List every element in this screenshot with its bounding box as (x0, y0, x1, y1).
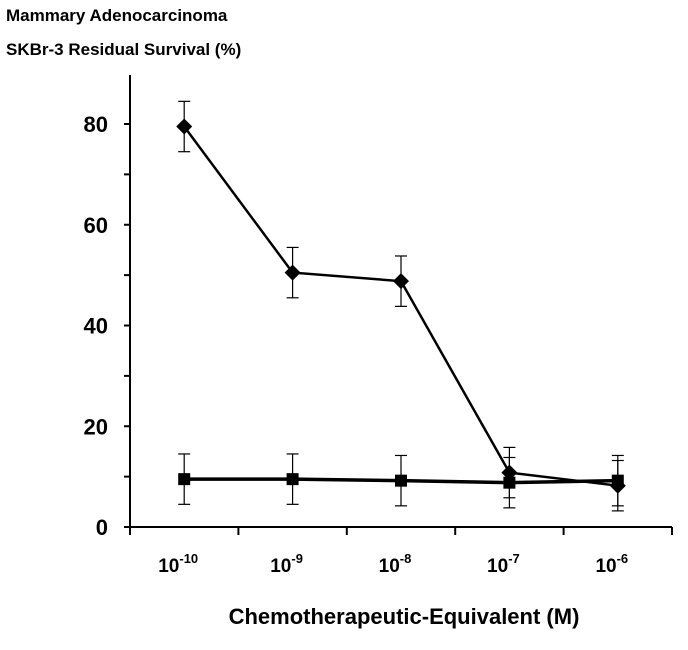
y-axis-title-line-2: SKBr-3 Residual Survival (%) (6, 40, 242, 59)
data-point-diamond (176, 118, 193, 135)
y-tick-label: 20 (84, 414, 108, 439)
y-tick-label: 0 (96, 515, 108, 540)
x-tick-label: 10-6 (595, 551, 628, 577)
x-tick-label: 10-7 (487, 551, 520, 577)
data-point-square (178, 473, 191, 486)
data-point-square (286, 473, 299, 486)
data-point-diamond (284, 264, 301, 281)
y-axis-title-line-1: Mammary Adenocarcinoma (6, 6, 228, 25)
data-point-diamond (393, 273, 409, 290)
data-point-square (395, 474, 407, 487)
data-point-square (503, 476, 516, 489)
x-axis-title: Chemotherapeutic-Equivalent (M) (228, 604, 580, 629)
x-tick-label: 10-8 (379, 551, 412, 577)
x-tick-label: 10-10 (158, 551, 198, 577)
y-tick-label: 80 (84, 112, 108, 137)
data-point-square (611, 474, 624, 487)
x-tick-label: 10-9 (270, 551, 303, 577)
y-tick-label: 40 (84, 314, 108, 339)
y-tick-label: 60 (84, 213, 108, 238)
